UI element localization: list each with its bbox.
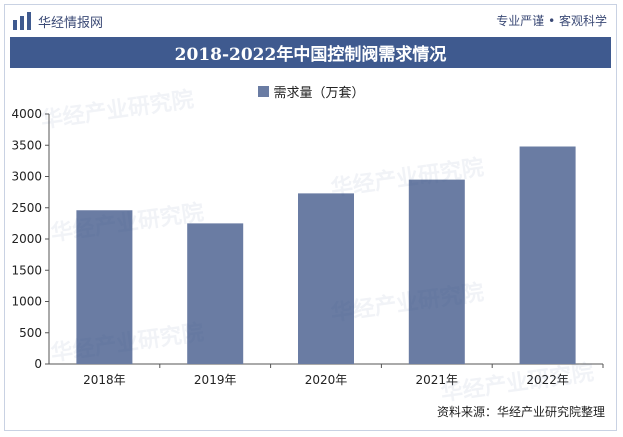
y-tick-label: 500 — [19, 326, 42, 340]
brand-name: 华经情报网 — [38, 15, 104, 31]
bar-chart-logo-icon — [13, 12, 31, 30]
y-tick-label: 1000 — [11, 295, 42, 309]
x-tick-label: 2018年 — [83, 373, 126, 387]
x-tick-label: 2019年 — [194, 373, 237, 387]
y-tick-label: 4000 — [11, 107, 42, 121]
x-tick-label: 2022年 — [526, 373, 569, 387]
legend-label: 需求量（万套） — [273, 86, 365, 101]
x-tick-label: 2020年 — [305, 373, 348, 387]
legend-swatch — [258, 86, 270, 97]
y-tick-label: 2000 — [11, 232, 42, 246]
y-tick-label: 0 — [34, 357, 42, 371]
bar — [298, 193, 354, 364]
bar — [187, 223, 244, 364]
y-tick-label: 1500 — [11, 263, 42, 277]
bar — [408, 179, 465, 364]
y-tick-label: 3000 — [11, 170, 42, 184]
slogan: 专业严谨 • 客观科学 — [496, 14, 607, 28]
chart-title: 2018-2022年中国控制阀需求情况 — [174, 45, 447, 65]
brand: 华经情报网 — [12, 11, 103, 31]
source-note: 资料来源：华经产业研究院整理 — [436, 405, 605, 419]
x-tick-label: 2021年 — [416, 373, 459, 387]
bar — [76, 210, 133, 364]
bar — [519, 146, 576, 364]
y-tick-label: 2500 — [11, 201, 42, 215]
y-tick-label: 3500 — [11, 138, 42, 152]
title-bar: 2018-2022年中国控制阀需求情况 — [10, 37, 611, 68]
legend: 需求量（万套） — [0, 82, 623, 101]
